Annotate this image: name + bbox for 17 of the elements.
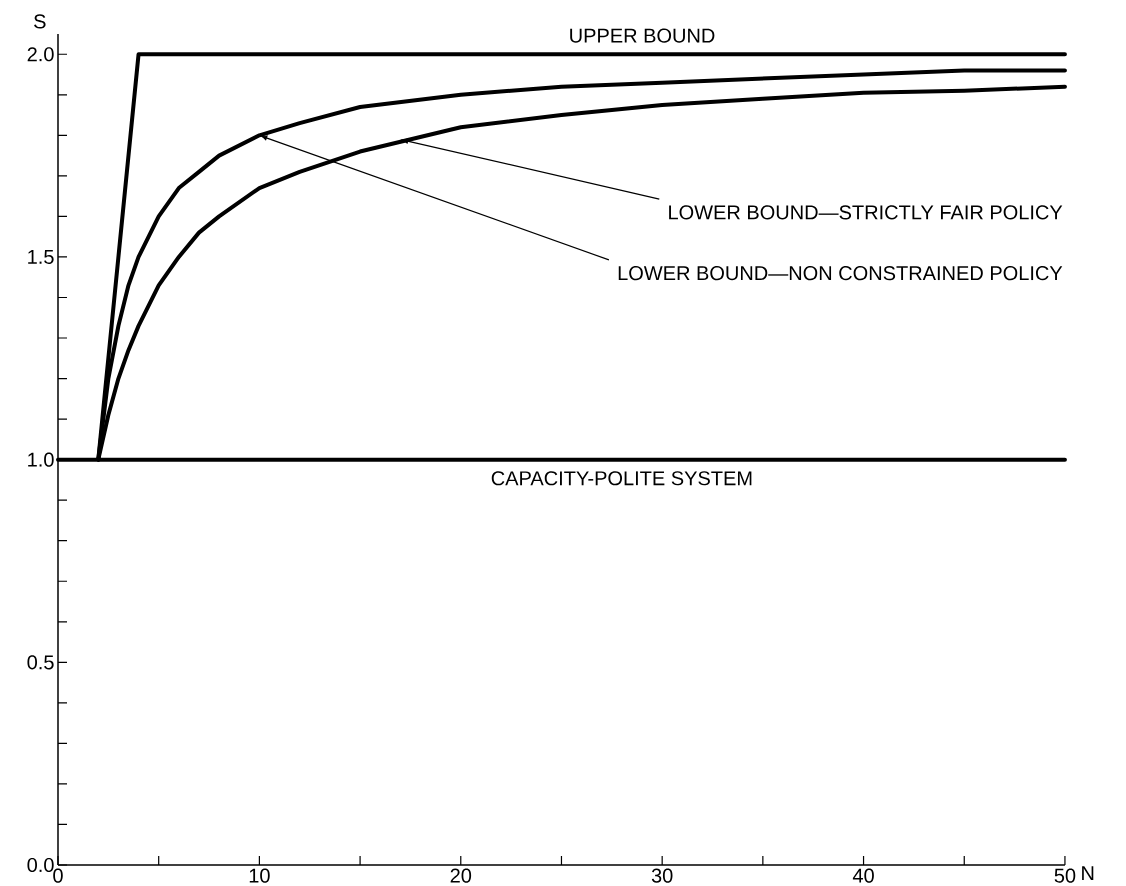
- y-tick-label: 1.0: [28, 452, 54, 467]
- x-tick-label: 40: [852, 868, 874, 883]
- x-tick-label: 30: [651, 868, 673, 883]
- y-axis-title: S: [34, 14, 46, 29]
- annotation: LOWER BOUND—NON CONSTRAINED POLICY: [618, 266, 1063, 281]
- y-tick-label: 0.0: [27, 857, 54, 873]
- annotation: UPPER BOUND: [570, 28, 715, 43]
- annotation: LOWER BOUND—STRICTLY FAIR POLICY: [669, 205, 1063, 220]
- y-tick-label: 2.0: [27, 47, 54, 62]
- y-tick-label: 0.5: [27, 655, 54, 670]
- x-tick-label: 50: [1054, 868, 1076, 883]
- x-axis-title: N: [1082, 866, 1094, 880]
- x-tick-label: 10: [249, 868, 270, 883]
- x-tick-label: 0: [53, 868, 63, 883]
- y-tick-label: 1.5: [28, 249, 54, 264]
- annotation: CAPACITY-POLITE SYSTEM: [491, 471, 752, 486]
- x-tick-label: 20: [450, 868, 472, 883]
